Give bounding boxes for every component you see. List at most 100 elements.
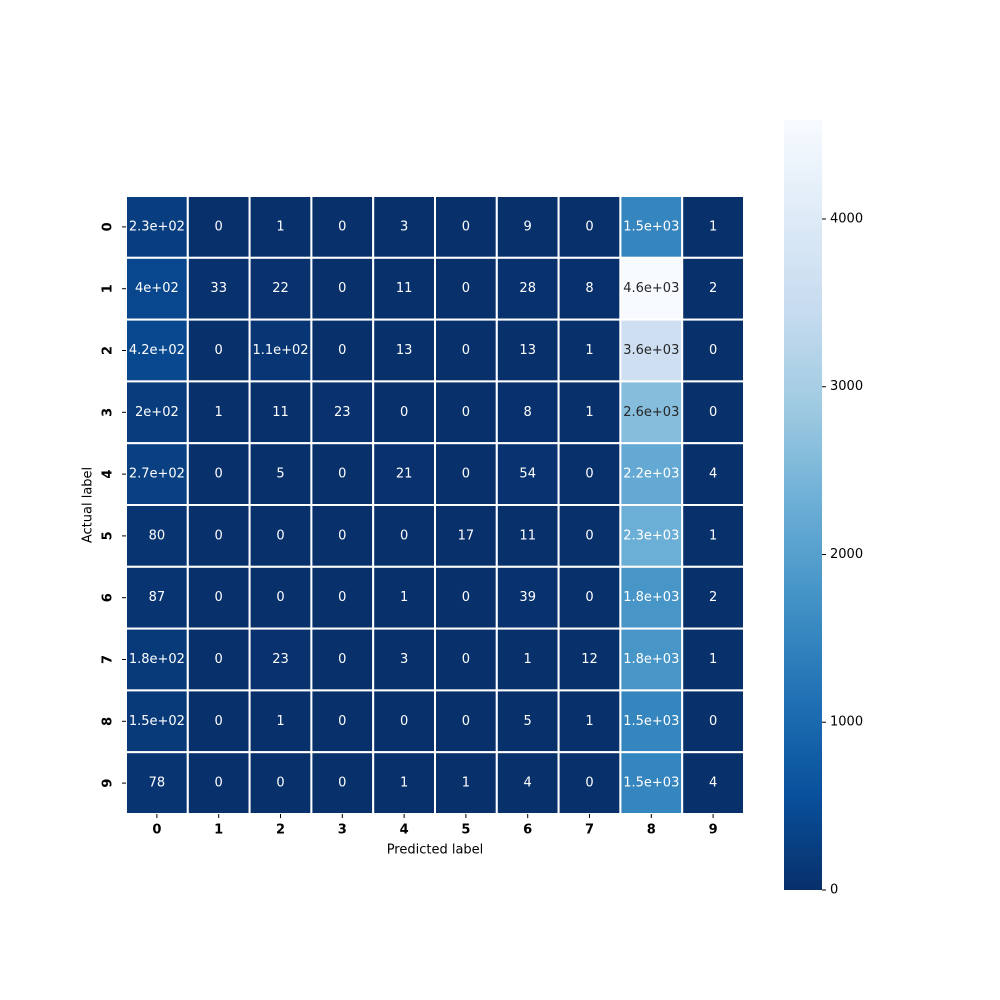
cell-label: 0 [215, 590, 223, 605]
heatmap-cell [681, 751, 746, 816]
cell-label: 4 [709, 776, 717, 791]
cell-label: 78 [149, 776, 166, 791]
heatmap-cell [619, 565, 684, 630]
cell-label: 0 [585, 528, 593, 543]
heatmap-cell [681, 689, 746, 754]
heatmap-cell [434, 504, 498, 568]
heatmap-cell [372, 442, 437, 507]
heatmap-cell [186, 442, 251, 507]
colorbar-tick-label: 0 [830, 883, 838, 898]
cell-label: 0 [338, 528, 346, 543]
x-tick-label: 1 [214, 823, 223, 838]
heatmap-cell [434, 751, 498, 816]
cell-label: 0 [276, 590, 284, 605]
cell-label: 2.3e+02 [129, 219, 185, 234]
cell-label: 0 [215, 776, 223, 791]
heatmap-cell [495, 318, 560, 383]
cell-label: 1 [709, 528, 717, 543]
cell-label: 2.7e+02 [129, 467, 185, 482]
cell-label: 1 [400, 590, 408, 605]
cell-label: 1.5e+03 [623, 776, 679, 791]
y-tick-label: 5 [101, 531, 116, 540]
heatmap-cell [495, 689, 560, 754]
heatmap-cell [619, 504, 684, 568]
heatmap-cell [434, 442, 498, 507]
x-tick-label: 9 [709, 823, 718, 838]
cell-label: 1 [585, 714, 593, 729]
heatmap-cell [434, 380, 498, 445]
heatmap-cell [557, 442, 622, 507]
heatmap-cell [125, 504, 189, 568]
heatmap-cell [186, 627, 251, 692]
cell-label: 39 [519, 590, 536, 605]
heatmap-cell [619, 256, 684, 321]
cell-label: 3 [400, 219, 408, 234]
heatmap-cell [619, 751, 684, 816]
cell-label: 1 [524, 652, 532, 667]
cell-label: 0 [709, 343, 717, 358]
y-tick-label: 9 [101, 779, 116, 788]
cell-label: 0 [462, 652, 470, 667]
cell-label: 3.6e+03 [623, 343, 679, 358]
cell-label: 0 [338, 652, 346, 667]
cell-label: 2.3e+03 [623, 528, 679, 543]
heatmap-cell [372, 751, 437, 816]
cell-label: 0 [338, 714, 346, 729]
heatmap-cell [125, 565, 189, 630]
cell-label: 0 [462, 281, 470, 296]
cell-label: 1 [585, 343, 593, 358]
heatmap-cell [557, 751, 622, 816]
cell-label: 1.8e+02 [129, 652, 185, 667]
y-tick-label: 1 [101, 284, 116, 293]
cell-label: 0 [338, 467, 346, 482]
heatmap-cell [495, 565, 560, 630]
heatmap-cell [495, 256, 560, 321]
heatmap-cell [310, 504, 375, 568]
cell-label: 1.5e+03 [623, 219, 679, 234]
cell-label: 13 [396, 343, 413, 358]
heatmap-cell [186, 318, 251, 383]
heatmap-cell [434, 627, 498, 692]
y-tick-label: 8 [101, 717, 116, 726]
cell-label: 0 [215, 343, 223, 358]
cell-label: 0 [215, 467, 223, 482]
cell-label: 2e+02 [135, 405, 179, 420]
cell-label: 0 [338, 590, 346, 605]
heatmap-cell [248, 318, 313, 383]
cell-label: 4e+02 [135, 281, 179, 296]
heatmap-cell [619, 318, 684, 383]
cell-label: 0 [585, 467, 593, 482]
heatmap-cell [125, 380, 189, 445]
heatmap-cell [681, 318, 746, 383]
cell-label: 8 [524, 405, 532, 420]
cell-label: 0 [400, 528, 408, 543]
heatmap-cell [557, 565, 622, 630]
cell-label: 0 [338, 343, 346, 358]
cell-label: 1 [585, 405, 593, 420]
cell-label: 80 [149, 528, 166, 543]
cell-label: 0 [276, 776, 284, 791]
heatmap-cell [557, 689, 622, 754]
heatmap-cell [681, 565, 746, 630]
cell-label: 0 [276, 528, 284, 543]
cell-label: 5 [276, 467, 284, 482]
cell-label: 28 [519, 281, 536, 296]
colorbar-tick-label: 3000 [830, 379, 863, 394]
cell-label: 5 [524, 714, 532, 729]
heatmap-cell [310, 565, 375, 630]
cell-label: 11 [519, 528, 536, 543]
heatmap-cell [248, 627, 313, 692]
y-tick-label: 3 [101, 408, 116, 417]
heatmap-cell [434, 565, 498, 630]
cell-label: 23 [334, 405, 351, 420]
cell-label: 0 [400, 405, 408, 420]
cell-label: 0 [462, 219, 470, 234]
cell-label: 1 [400, 776, 408, 791]
cell-label: 0 [215, 528, 223, 543]
y-axis-label: Actual label [81, 467, 96, 543]
heatmap-cell [681, 195, 746, 259]
x-tick-label: 8 [647, 823, 656, 838]
heatmap-cell [372, 689, 437, 754]
